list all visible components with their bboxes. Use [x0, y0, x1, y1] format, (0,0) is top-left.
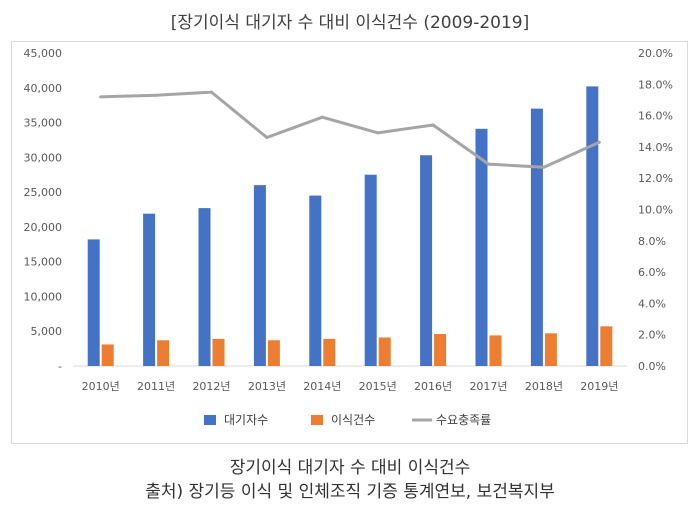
x-tick-label: 2012년: [192, 380, 230, 393]
y-left-tick-label: 10,000: [24, 290, 63, 303]
y-left-tick-label: 35,000: [24, 117, 63, 130]
y-left-tick-label: -: [58, 360, 62, 373]
fulfillment-rate-point: [376, 131, 380, 135]
y-right-tick-label: 14.0%: [638, 141, 673, 154]
transplant-bar: [267, 340, 280, 366]
transplant-bar: [101, 344, 114, 366]
fulfillment-rate-point: [265, 136, 269, 140]
legend-swatch: [204, 415, 216, 425]
waiting-bar: [198, 208, 211, 366]
caption-title: 장기이식 대기자 수 대비 이식건수: [229, 458, 471, 478]
y-left-tick-label: 30,000: [24, 151, 63, 164]
transplant-bar: [323, 338, 336, 366]
y-left-tick-label: 20,000: [24, 221, 63, 234]
x-tick-label: 2016년: [414, 380, 452, 393]
transplant-bar: [434, 334, 447, 366]
x-tick-label: 2014년: [303, 380, 341, 393]
waiting-bar: [364, 174, 377, 366]
fulfillment-rate-point: [154, 93, 158, 97]
y-left-tick-label: 45,000: [24, 47, 63, 60]
y-left-tick-label: 5,000: [31, 325, 63, 338]
y-right-tick-label: 20.0%: [638, 47, 673, 60]
fulfillment-rate-point: [320, 115, 324, 119]
y-left-tick-label: 40,000: [24, 82, 63, 95]
legend-label: 대기자수: [224, 413, 268, 427]
fulfillment-rate-point: [542, 165, 546, 169]
y-left-tick-label: 25,000: [24, 186, 63, 199]
y-right-tick-label: 0.0%: [638, 360, 666, 373]
legend-label: 이식건수: [331, 413, 375, 427]
x-tick-label: 2018년: [525, 380, 563, 393]
legend-label: 수요충족률: [436, 413, 491, 427]
waiting-bar: [420, 155, 433, 366]
transplant-bar: [212, 338, 225, 366]
x-tick-label: 2013년: [248, 380, 286, 393]
x-tick-label: 2017년: [469, 380, 507, 393]
waiting-bar: [309, 195, 322, 366]
y-right-tick-label: 18.0%: [638, 78, 673, 91]
transplant-bar: [378, 337, 391, 366]
y-left-tick-label: 15,000: [24, 256, 63, 269]
fulfillment-rate-point: [99, 95, 103, 99]
combo-chart: - 5,000 10,000 15,000 20,000 25,000 30,000 35,0…: [24, 47, 673, 427]
waiting-bar: [530, 108, 543, 367]
transplant-bar: [489, 335, 502, 366]
waiting-bar: [586, 86, 599, 367]
transplant-bar: [157, 340, 170, 366]
x-tick-label: 2015년: [359, 380, 397, 393]
y-right-tick-label: 6.0%: [638, 266, 666, 279]
y-right-tick-label: 10.0%: [638, 204, 673, 217]
x-tick-label: 2011년: [137, 380, 175, 393]
fulfillment-rate-point: [210, 90, 213, 94]
legend-swatch: [311, 415, 323, 425]
x-tick-label: 2019년: [580, 380, 618, 393]
y-right-tick-label: 8.0%: [638, 235, 666, 248]
x-tick-label: 2010년: [82, 380, 120, 393]
fulfillment-rate-point: [431, 123, 435, 127]
fulfillment-rate-line: [100, 90, 600, 169]
chart-heading: [장기이식 대기자 수 대비 이식건수 (2009-2019]: [170, 13, 530, 33]
y-right-tick-label: 12.0%: [638, 172, 673, 185]
y-right-tick-label: 4.0%: [638, 297, 666, 310]
y-right-tick-label: 16.0%: [638, 110, 673, 123]
y-right-tick-label: 2.0%: [638, 329, 666, 342]
waiting-bar: [253, 185, 266, 366]
caption-source: 출처) 장기등 이식 및 인체조직 기증 통계연보, 보건복지부: [145, 482, 555, 502]
transplant-bar: [544, 333, 557, 366]
waiting-bar: [87, 239, 100, 366]
fulfillment-rate-point: [487, 162, 490, 166]
transplant-bar: [600, 326, 613, 366]
waiting-bar: [143, 213, 156, 366]
fulfillment-rate-point: [597, 140, 601, 144]
chart-frame: [11, 41, 688, 444]
waiting-bar: [475, 128, 488, 366]
